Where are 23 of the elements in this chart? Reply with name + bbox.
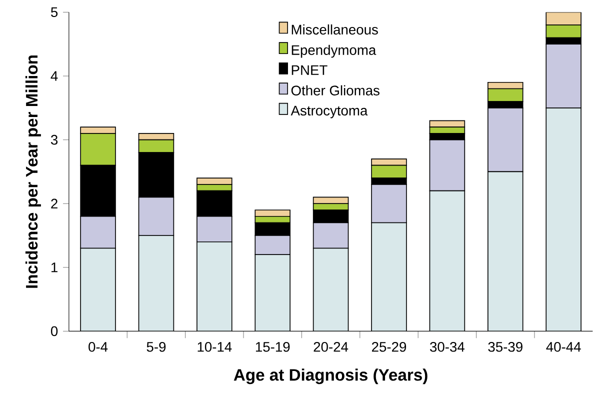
y-tick-label: 0: [50, 326, 58, 336]
x-tick-label: 40-44: [546, 342, 581, 352]
y-tick-label: 3: [50, 134, 58, 145]
x-tick-label: 0-4: [88, 342, 108, 352]
x-tick-label: 5-9: [146, 342, 166, 352]
legend-label: Miscellaneous: [292, 24, 378, 35]
legend-label: Astrocytoma: [290, 106, 368, 118]
x-tick-label: 30-34: [430, 342, 464, 352]
x-tick-label: 20-24: [314, 342, 348, 352]
bar: [546, 12, 582, 26]
y-tick-label: 5: [50, 7, 58, 17]
y-tick-label: 1: [51, 262, 58, 272]
x-axis-title: Age at Diagnosis (Years): [234, 368, 428, 384]
y-axis-title: Incidence per Year per Million: [25, 55, 41, 288]
x-tick-label: 15-19: [256, 342, 290, 352]
legend-label: PNET: [292, 65, 328, 75]
legend-label: Other Gliomas: [291, 85, 380, 96]
legend-label: Ependymoma: [292, 44, 376, 58]
y-tick-label: 2: [51, 198, 58, 208]
y-tick-label: 4: [50, 71, 58, 81]
x-tick-label: 35-39: [488, 342, 522, 352]
x-tick-label: 10-14: [198, 342, 232, 352]
x-tick-label: 25-29: [372, 342, 406, 352]
